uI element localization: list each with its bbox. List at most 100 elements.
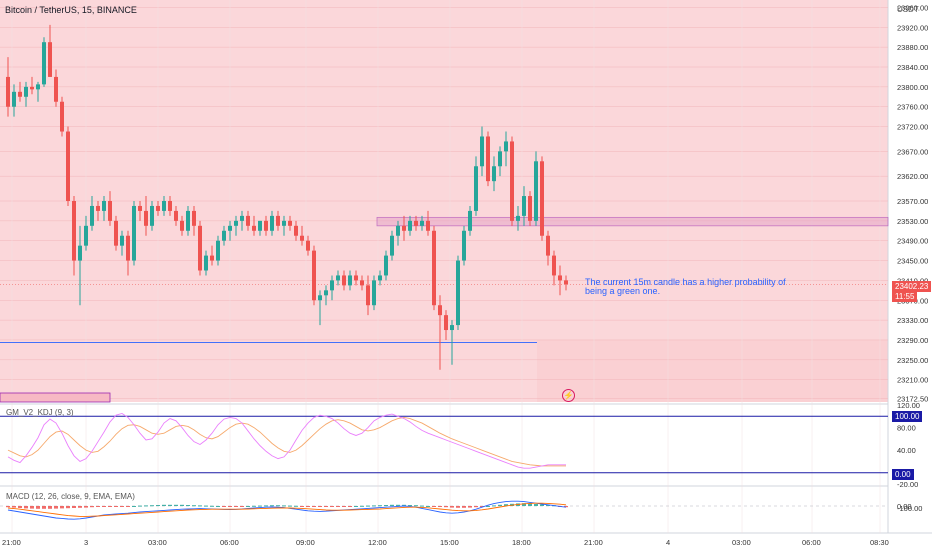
candle-body — [282, 220, 286, 226]
kdj-indicator-label[interactable]: GM_V2_KDJ (9, 3) — [6, 408, 74, 417]
macd-histogram-bar — [84, 506, 88, 508]
candle-body — [300, 235, 304, 241]
macd-histogram-bar — [60, 506, 64, 509]
macd-histogram-bar — [132, 506, 136, 507]
macd-histogram-bar — [294, 505, 298, 507]
macd-histogram-bar — [6, 506, 10, 508]
macd-histogram-bar — [228, 506, 232, 507]
macd-histogram-bar — [120, 506, 124, 507]
candle-body — [540, 161, 544, 236]
macd-histogram-bar — [150, 505, 154, 507]
price-tick-label: 23450.00 — [897, 257, 928, 266]
candle-body — [84, 225, 88, 246]
candle-body — [234, 220, 238, 226]
macd-histogram-bar — [420, 505, 424, 507]
candle-body — [336, 275, 340, 281]
time-tick-label: 3 — [84, 538, 88, 547]
candle-body — [186, 210, 190, 231]
price-tick-label: 23670.00 — [897, 147, 928, 156]
candle-body — [126, 235, 130, 261]
macd-histogram-bar — [390, 504, 394, 506]
candle-body — [90, 205, 94, 226]
macd-histogram-bar — [210, 505, 214, 507]
candle-body — [192, 210, 196, 226]
candle-body — [288, 220, 292, 226]
macd-histogram-bar — [156, 505, 160, 506]
time-tick-label: 03:00 — [148, 538, 167, 547]
kdj-tick-label: 120.00 — [897, 401, 920, 410]
candle-body — [324, 290, 328, 296]
candle-body — [54, 76, 58, 102]
candle-body — [258, 220, 262, 231]
macd-histogram-bar — [12, 506, 16, 508]
macd-histogram-bar — [186, 505, 190, 506]
time-tick-label: 15:00 — [440, 538, 459, 547]
candle-body — [408, 220, 412, 231]
candle-body — [438, 305, 442, 316]
candle-body — [456, 260, 460, 326]
macd-histogram-bar — [342, 506, 346, 507]
candle-body — [78, 245, 82, 261]
price-tick-label: 23880.00 — [897, 43, 928, 52]
price-tick-label: 23720.00 — [897, 123, 928, 132]
macd-histogram-bar — [336, 506, 340, 507]
candle-body — [558, 275, 562, 281]
macd-histogram-bar — [198, 505, 202, 507]
candle-body — [168, 201, 172, 211]
macd-histogram-bar — [522, 503, 526, 506]
macd-histogram-bar — [540, 504, 544, 506]
candle-body — [72, 201, 76, 261]
macd-histogram-bar — [504, 504, 508, 506]
candle-body — [498, 151, 502, 167]
candle-body — [384, 255, 388, 276]
macd-histogram-bar — [330, 506, 334, 507]
price-tick-label: 23290.00 — [897, 336, 928, 345]
lightning-icon[interactable]: ⚡ — [562, 389, 575, 402]
macd-histogram-bar — [54, 506, 58, 509]
symbol-title: Bitcoin / TetherUS, 15, BINANCE — [5, 5, 137, 15]
kdj-k-line — [7, 412, 566, 469]
macd-histogram-bar — [462, 506, 466, 508]
candle-body — [114, 220, 118, 246]
candle-body — [546, 235, 550, 256]
macd-histogram-bar — [408, 505, 412, 506]
macd-histogram-bar — [216, 506, 220, 507]
candle-body — [390, 235, 394, 256]
macd-histogram-bar — [66, 506, 70, 509]
candle-body — [246, 215, 250, 226]
macd-signal-line — [7, 502, 567, 517]
kdj-d-line — [7, 416, 566, 467]
resistance-zone-box — [376, 216, 889, 227]
price-tick-label: 23530.00 — [897, 217, 928, 226]
macd-histogram-bar — [306, 506, 310, 507]
macd-histogram-bar — [78, 506, 82, 508]
currency-label: USDT — [897, 5, 919, 14]
price-tick-label: 23570.00 — [897, 197, 928, 206]
macd-histogram-bar — [432, 506, 436, 507]
candle-body — [528, 196, 532, 221]
macd-histogram-bar — [168, 504, 172, 506]
candle-body — [378, 275, 382, 281]
macd-histogram-bar — [300, 506, 304, 507]
macd-histogram-bar — [114, 506, 118, 507]
macd-histogram-bar — [438, 506, 442, 507]
macd-histogram-bar — [444, 506, 448, 508]
macd-histogram-bar — [138, 505, 142, 507]
time-tick-label: 03:00 — [732, 538, 751, 547]
candle-body — [198, 225, 202, 271]
macd-histogram-bar — [546, 504, 550, 506]
macd-histogram-bar — [30, 506, 34, 509]
macd-histogram-bar — [360, 505, 364, 507]
candle-body — [252, 225, 256, 231]
candle-body — [156, 205, 160, 211]
macd-histogram-bar — [102, 506, 106, 507]
candle-body — [366, 285, 370, 306]
candle-body — [132, 205, 136, 261]
macd-histogram-bar — [378, 505, 382, 507]
candle-body — [42, 42, 46, 85]
macd-indicator-label[interactable]: MACD (12, 26, close, 9, EMA, EMA) — [6, 492, 135, 501]
price-tick-label: 23330.00 — [897, 316, 928, 325]
candle-body — [180, 220, 184, 231]
